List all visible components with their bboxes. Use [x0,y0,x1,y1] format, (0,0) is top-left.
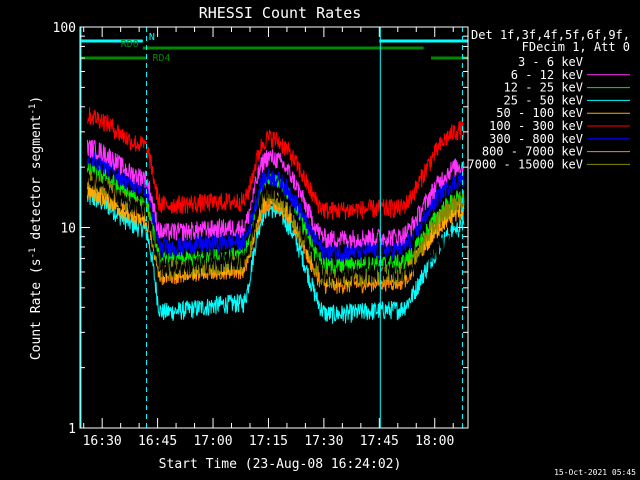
chart-title: RHESSI Count Rates [199,4,362,22]
series-line [87,107,465,220]
flag-label: N [149,32,155,43]
y-tick-label: 100 [53,21,76,36]
x-tick-label: 17:45 [360,434,399,449]
x-tick-label: 18:00 [415,434,454,449]
legend-label: 300 - 800 keV [489,132,583,146]
legend-header-line-1: Det 1f,3f,4f,5f,6f,9f, [471,28,630,42]
legend-label: 7000 - 15000 keV [467,157,583,171]
flag-label: RD4 [153,53,171,64]
series-line [86,139,465,249]
legend-label: 100 - 300 keV [489,119,583,133]
series-line [86,162,465,277]
y-tick-label: 1 [68,422,76,437]
y-axis-label: Count Rate (s-1 detector segment-1) [28,96,44,360]
flag-lines: N RD0 RD4 [80,32,468,64]
legend: Det 1f,3f,4f,5f,6f,9f, FDecim 1, Att 0 3… [467,28,630,171]
series-line [87,170,465,286]
series-line [86,189,465,324]
legend-label: 25 - 50 keV [504,93,583,107]
legend-label: 6 - 12 keV [511,68,583,82]
flag-label: RD0 [121,39,139,50]
x-tick-label: 17:00 [193,434,232,449]
x-tick-label: 16:30 [83,434,122,449]
series-line [86,152,465,262]
legend-label: 12 - 25 keV [504,81,583,95]
y-tick-label: 10 [60,222,76,237]
legend-header-line-2: FDecim 1, Att 0 [522,40,630,54]
footer-timestamp: 15-Oct-2021 05:45 [554,468,636,477]
x-tick-label: 17:30 [304,434,343,449]
axes: 16:30 16:45 17:00 17:15 17:30 17:45 18:00 1 10 10… [53,21,468,449]
legend-label: 3 - 6 keV [518,55,583,69]
x-tick-label: 16:45 [138,434,177,449]
plot-lines [86,107,465,324]
legend-label: 800 - 7000 keV [482,145,583,159]
x-tick-label: 17:15 [249,434,288,449]
legend-label: 50 - 100 keV [496,106,583,120]
x-axis-label: Start Time (23-Aug-08 16:24:02) [159,457,402,472]
